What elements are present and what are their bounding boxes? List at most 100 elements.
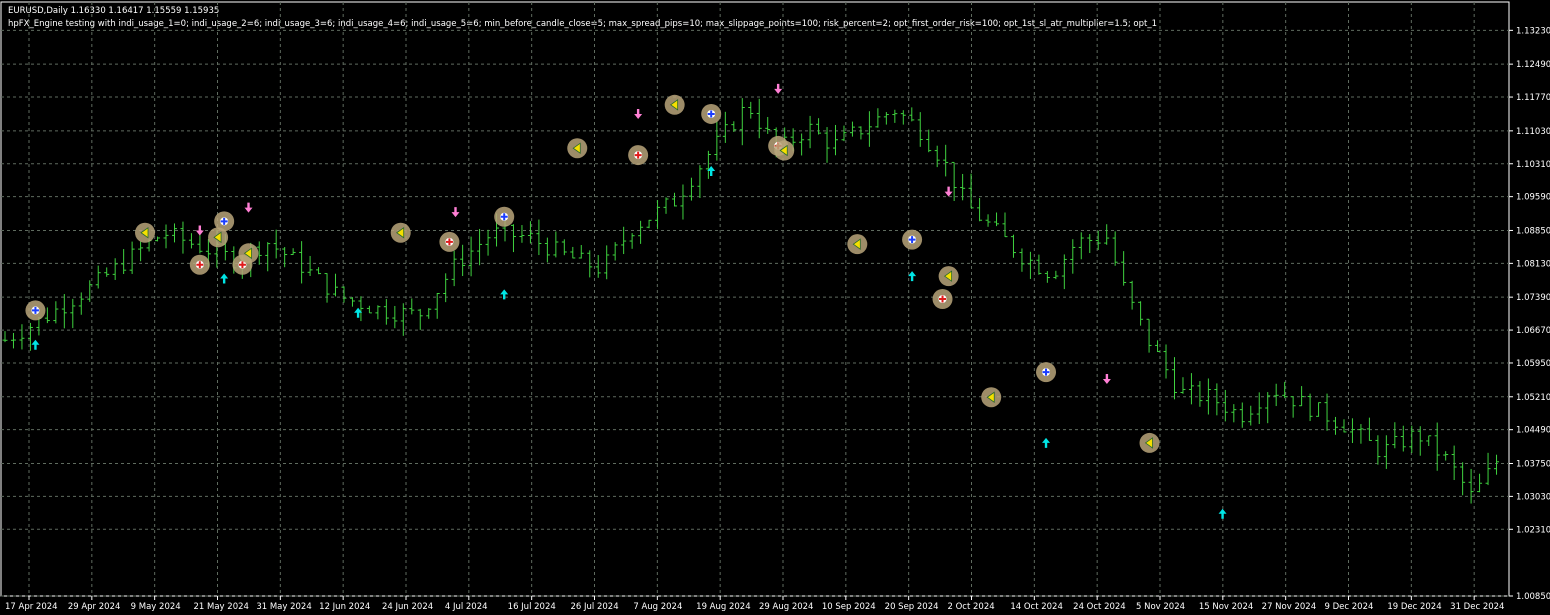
close-trade-marker-icon[interactable] xyxy=(938,266,959,287)
close-marker-triangle xyxy=(572,142,581,154)
x-tick-label: 10 Sep 2024 xyxy=(822,602,876,612)
close-trade-marker-icon[interactable] xyxy=(1139,432,1160,453)
buy-signal-arrow-icon xyxy=(908,271,917,282)
close-marker-triangle xyxy=(140,226,149,239)
marker-cross xyxy=(238,261,246,269)
close-trade-marker-icon[interactable] xyxy=(664,94,685,115)
marker-cross xyxy=(707,110,715,118)
close-marker-triangle xyxy=(669,99,679,111)
y-tick-label: 1.05210 xyxy=(1516,393,1550,403)
x-tick-label: 19 Aug 2024 xyxy=(696,602,750,612)
marker-cross xyxy=(220,217,228,225)
marker-cross xyxy=(1042,368,1050,376)
close-marker-triangle xyxy=(213,231,222,244)
x-tick-label: 29 Apr 2024 xyxy=(68,602,121,612)
x-tick-label: 14 Oct 2024 xyxy=(1010,602,1063,612)
y-tick-label: 1.12490 xyxy=(1516,60,1550,70)
buy-signal-arrow-icon xyxy=(220,273,229,284)
x-tick-label: 21 May 2024 xyxy=(194,602,249,612)
y-tick-label: 1.06670 xyxy=(1516,326,1550,336)
x-tick-label: 7 Aug 2024 xyxy=(633,602,682,612)
sell-signal-arrow-icon xyxy=(244,202,253,213)
y-tick-label: 1.03030 xyxy=(1516,492,1550,502)
x-tick-label: 27 Nov 2024 xyxy=(1262,602,1316,612)
expert-test-parameters: hpFX_Engine testing with indi_usage_1=0;… xyxy=(8,19,1158,29)
x-tick-label: 26 Jul 2024 xyxy=(571,602,619,612)
buy-signal-arrow-icon xyxy=(1218,508,1227,519)
sell-trade-marker-icon[interactable] xyxy=(189,254,210,275)
close-marker-triangle xyxy=(779,144,788,157)
buy-trade-marker-icon[interactable] xyxy=(1036,362,1057,383)
sell-trade-marker-icon[interactable] xyxy=(439,231,460,252)
sell-trade-marker-icon[interactable] xyxy=(932,289,953,309)
close-trade-marker-icon[interactable] xyxy=(135,222,156,243)
y-tick-label: 1.11030 xyxy=(1516,127,1550,137)
plot-frame xyxy=(0,1,1510,597)
y-tick-label: 1.05950 xyxy=(1516,359,1550,369)
y-tick-label: 1.00850 xyxy=(1516,592,1550,602)
buy-signal-arrow-icon xyxy=(354,307,363,318)
marker-cross xyxy=(445,238,453,246)
x-tick-label: 9 Dec 2024 xyxy=(1325,602,1374,612)
buy-signal-arrow-icon xyxy=(500,289,509,300)
buy-trade-marker-icon[interactable] xyxy=(25,300,46,321)
buy-trade-marker-icon[interactable] xyxy=(214,211,235,232)
x-tick-label: 4 Jul 2024 xyxy=(445,602,488,612)
close-trade-marker-icon[interactable] xyxy=(774,140,795,161)
x-tick-label: 9 May 2024 xyxy=(131,602,181,612)
buy-trade-marker-icon[interactable] xyxy=(701,103,722,124)
buy-trade-marker-icon[interactable] xyxy=(902,229,923,250)
close-trade-marker-icon[interactable] xyxy=(847,234,868,255)
sell-signal-arrow-icon xyxy=(195,225,204,236)
y-tick-label: 1.10310 xyxy=(1516,160,1550,170)
marker-cross xyxy=(939,295,947,303)
y-tick-label: 1.02310 xyxy=(1516,525,1550,535)
chart-symbol-header: EURUSD,Daily 1.16330 1.16417 1.15559 1.1… xyxy=(8,6,220,16)
y-tick-label: 1.08130 xyxy=(1516,259,1550,269)
x-tick-label: 31 Dec 2024 xyxy=(1450,602,1504,612)
x-tick-label: 31 May 2024 xyxy=(256,602,311,612)
sell-signal-arrow-icon xyxy=(1102,373,1111,384)
close-trade-marker-icon[interactable] xyxy=(390,222,411,243)
sell-signal-arrow-icon xyxy=(774,83,783,94)
y-tick-label: 1.09590 xyxy=(1516,193,1550,203)
close-marker-triangle xyxy=(396,226,405,239)
x-tick-label: 19 Dec 2024 xyxy=(1387,602,1441,612)
marker-cross xyxy=(196,261,204,269)
close-trade-marker-icon[interactable] xyxy=(238,243,259,264)
close-trade-marker-icon[interactable] xyxy=(981,387,1002,408)
close-marker-triangle xyxy=(1144,437,1153,449)
x-tick-label: 29 Aug 2024 xyxy=(759,602,813,612)
y-tick-label: 1.03750 xyxy=(1516,459,1550,469)
y-tick-label: 1.04490 xyxy=(1516,426,1550,436)
marker-cross xyxy=(908,236,916,244)
x-tick-label: 2 Oct 2024 xyxy=(948,602,995,612)
marker-cross xyxy=(634,151,642,159)
marker-cross xyxy=(500,213,508,221)
y-tick-label: 1.13230 xyxy=(1516,26,1550,36)
x-tick-label: 24 Oct 2024 xyxy=(1073,602,1126,612)
sell-signal-arrow-icon xyxy=(944,186,953,197)
close-marker-triangle xyxy=(243,247,252,260)
buy-trade-marker-icon[interactable] xyxy=(494,206,515,227)
x-tick-label: 17 Apr 2024 xyxy=(5,602,58,612)
y-tick-label: 1.08850 xyxy=(1516,226,1550,236)
close-marker-triangle xyxy=(943,270,953,282)
x-tick-label: 24 Jun 2024 xyxy=(382,602,433,612)
buy-signal-arrow-icon xyxy=(31,339,40,350)
close-trade-marker-icon[interactable] xyxy=(567,138,588,159)
close-marker-triangle xyxy=(852,238,861,250)
y-tick-label: 1.11770 xyxy=(1516,93,1550,103)
close-marker-triangle xyxy=(986,391,995,404)
sell-signal-arrow-icon xyxy=(634,108,643,119)
sell-trade-marker-icon[interactable] xyxy=(628,145,649,166)
y-tick-label: 1.07390 xyxy=(1516,293,1550,303)
x-tick-label: 15 Nov 2024 xyxy=(1199,602,1253,612)
ohlc-bars xyxy=(2,98,1500,504)
x-tick-label: 20 Sep 2024 xyxy=(885,602,939,612)
close-trade-marker-icon[interactable] xyxy=(208,227,229,248)
x-tick-label: 16 Jul 2024 xyxy=(508,602,556,612)
x-tick-label: 12 Jun 2024 xyxy=(319,602,370,612)
buy-signal-arrow-icon xyxy=(1042,437,1051,448)
